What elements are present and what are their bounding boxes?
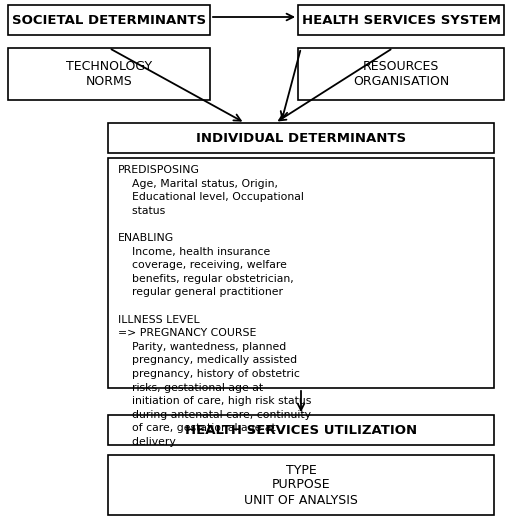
- Bar: [108, 158, 494, 388]
- Bar: [8, 5, 210, 35]
- Text: HEALTH SERVICES UTILIZATION: HEALTH SERVICES UTILIZATION: [185, 424, 417, 436]
- Bar: [298, 48, 504, 100]
- Text: INDIVIDUAL DETERMINANTS: INDIVIDUAL DETERMINANTS: [196, 131, 406, 144]
- Text: RESOURCES
ORGANISATION: RESOURCES ORGANISATION: [353, 60, 449, 88]
- Bar: [108, 415, 494, 445]
- Text: HEALTH SERVICES SYSTEM: HEALTH SERVICES SYSTEM: [302, 14, 501, 26]
- Bar: [108, 455, 494, 515]
- Text: TYPE
PURPOSE
UNIT OF ANALYSIS: TYPE PURPOSE UNIT OF ANALYSIS: [244, 464, 358, 507]
- Text: PREDISPOSING
    Age, Marital status, Origin,
    Educational level, Occupationa: PREDISPOSING Age, Marital status, Origin…: [118, 165, 311, 447]
- Bar: [8, 48, 210, 100]
- Bar: [298, 5, 504, 35]
- Text: TECHNOLOGY
NORMS: TECHNOLOGY NORMS: [66, 60, 152, 88]
- Bar: [108, 123, 494, 153]
- Text: SOCIETAL DETERMINANTS: SOCIETAL DETERMINANTS: [12, 14, 206, 26]
